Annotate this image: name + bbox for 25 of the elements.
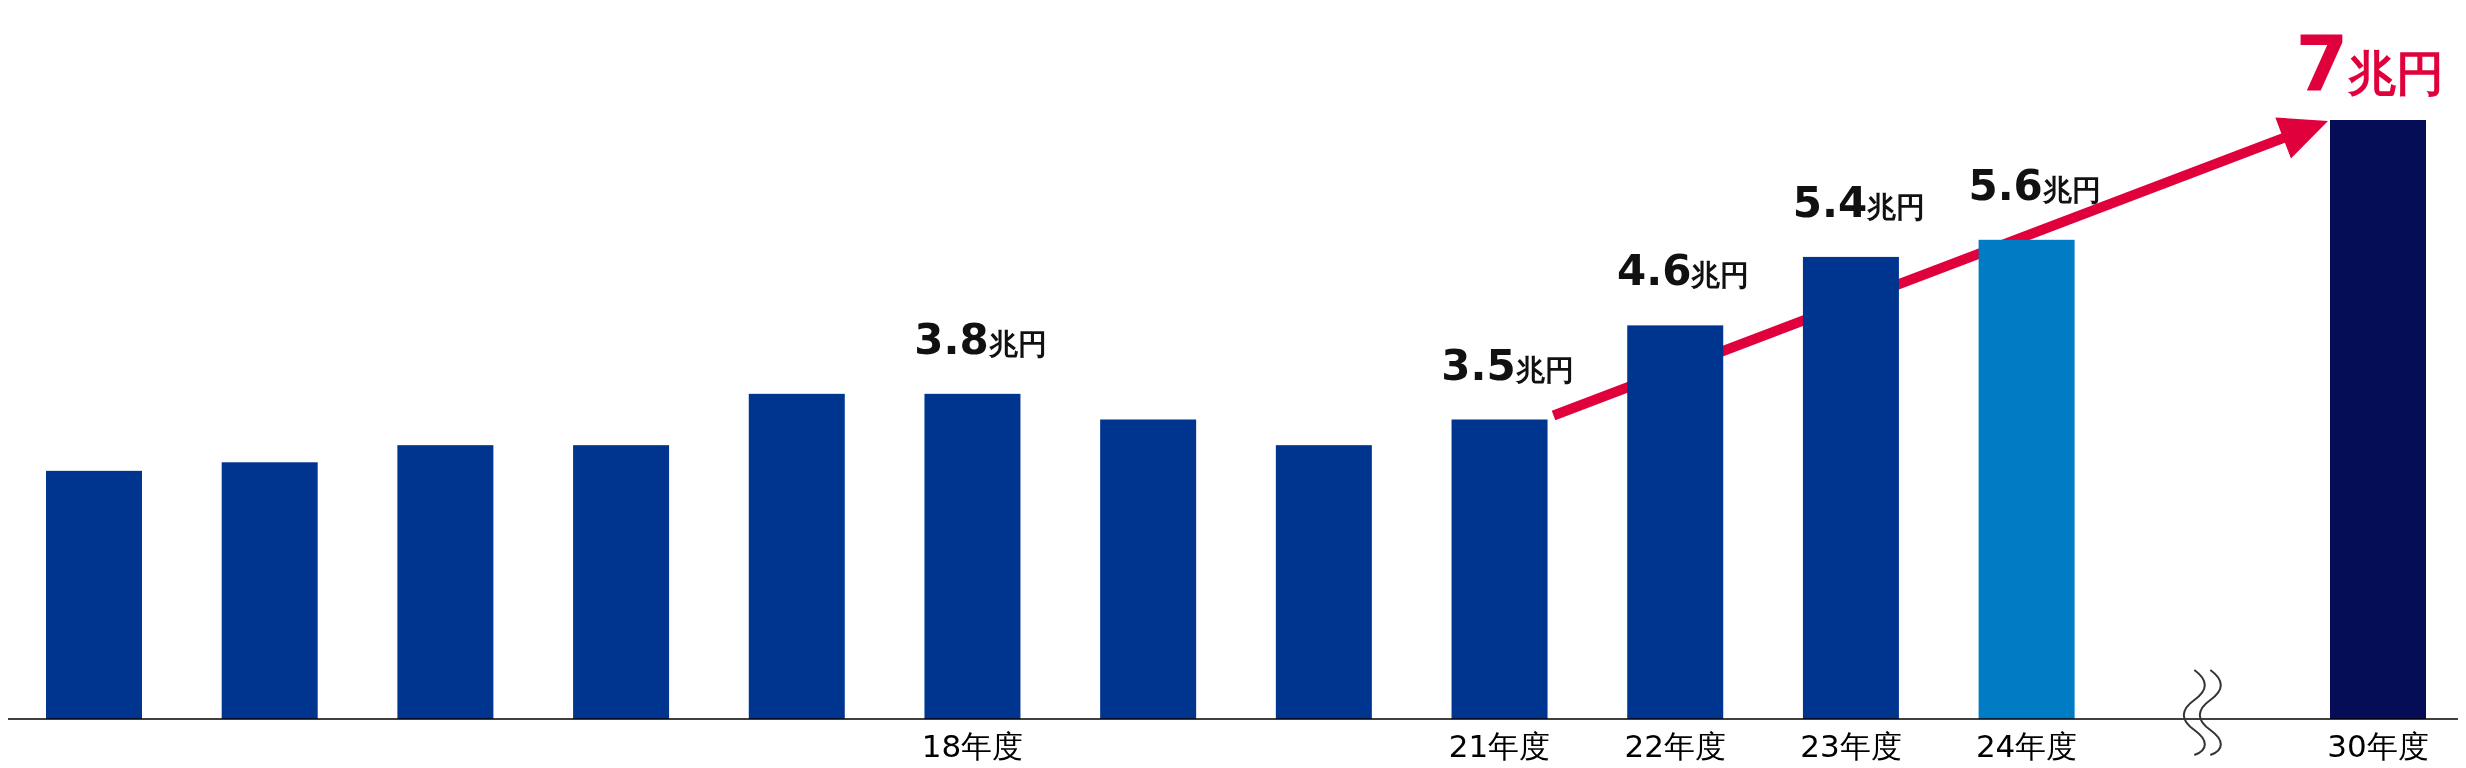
bar <box>573 445 670 719</box>
data-label: 4.6兆円 <box>1617 246 1750 296</box>
bar <box>1627 325 1724 719</box>
x-tick-label: 30年度 <box>2327 728 2429 764</box>
data-label: 5.4兆円 <box>1792 177 1926 227</box>
bar <box>924 393 1021 719</box>
data-label: 3.5兆円 <box>1441 340 1574 390</box>
data-label: 5.6兆円 <box>1968 160 2101 210</box>
x-tick-label: 21年度 <box>1448 728 1551 764</box>
x-tick-label: 23年度 <box>1800 728 1902 764</box>
bar <box>1802 256 1899 719</box>
bar <box>2330 120 2426 719</box>
annotation: 7兆円 <box>2295 19 2445 108</box>
bar <box>221 462 318 719</box>
bar <box>1451 419 1548 719</box>
bar <box>748 393 845 719</box>
x-tick-label: 24年度 <box>1975 728 2078 764</box>
bar <box>1978 239 2075 719</box>
bar <box>46 470 142 719</box>
x-tick-label: 18年度 <box>921 728 1024 764</box>
bar <box>1100 419 1197 719</box>
bar <box>1275 445 1372 719</box>
data-label: 3.8兆円 <box>914 314 1047 364</box>
x-tick-label: 22年度 <box>1624 728 1726 764</box>
bar <box>397 445 494 719</box>
